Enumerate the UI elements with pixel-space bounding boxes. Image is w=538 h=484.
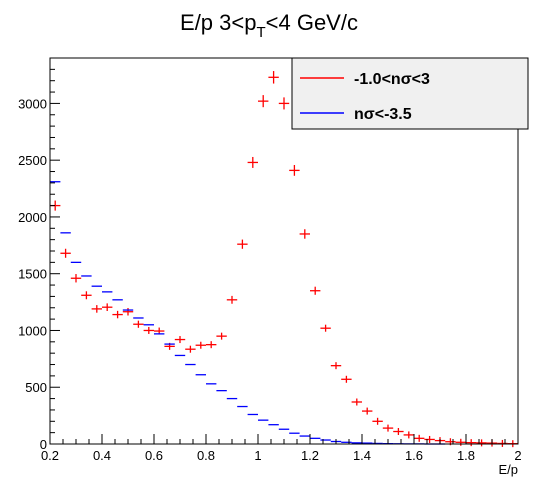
data-point-red xyxy=(247,156,258,168)
x-tick-label: 0.6 xyxy=(145,448,163,463)
data-point-red xyxy=(299,229,310,239)
data-point-red xyxy=(81,291,92,300)
data-point-red xyxy=(382,424,394,432)
x-tick-label: 2 xyxy=(514,448,521,463)
data-point-red xyxy=(195,341,206,349)
y-tick-label: 0 xyxy=(40,437,47,452)
data-point-red xyxy=(278,97,290,110)
data-point-red xyxy=(330,362,342,370)
x-tick-label: 1.2 xyxy=(301,448,319,463)
legend: -1.0<nσ<3 nσ<-3.5 xyxy=(291,57,529,130)
data-point-red xyxy=(497,439,508,447)
data-point-red xyxy=(216,332,227,340)
data-point-red xyxy=(122,307,134,316)
data-point-red xyxy=(341,375,352,383)
series-1 xyxy=(50,181,446,445)
data-point-red xyxy=(414,434,425,442)
data-point-red xyxy=(70,274,82,283)
data-point-red xyxy=(226,295,238,304)
data-point-red xyxy=(476,439,487,447)
data-point-red xyxy=(206,341,217,349)
data-point-red xyxy=(174,336,186,344)
y-tick-label: 2000 xyxy=(18,210,47,225)
chart-title-tail: <4 GeV/c xyxy=(265,10,358,35)
data-point-red xyxy=(310,286,321,295)
data-point-red xyxy=(268,71,279,84)
data-point-red xyxy=(143,326,154,334)
chart-title: E/p 3<pT<4 GeV/c xyxy=(0,10,538,41)
y-tick-label: 1500 xyxy=(18,267,47,282)
data-point-red xyxy=(133,320,144,328)
x-tick-label: 1.8 xyxy=(457,448,475,463)
data-point-red xyxy=(424,435,435,443)
legend-box xyxy=(291,57,529,130)
x-axis-label: E/p xyxy=(498,462,518,477)
data-point-red xyxy=(237,239,248,249)
legend-label-red: -1.0<nσ<3 xyxy=(354,71,430,88)
data-point-red xyxy=(102,303,113,312)
data-point-red xyxy=(320,324,331,332)
data-point-red xyxy=(289,164,300,176)
data-point-red xyxy=(455,438,466,446)
x-tick-label: 0.2 xyxy=(41,448,59,463)
chart-title-main: E/p 3<p xyxy=(180,10,257,35)
axes: 0 500 1000 1500 2000 2500 3000 0.2 0.4 0.6 0.8 1 1.2… xyxy=(18,68,522,463)
y-tick-label: 1000 xyxy=(18,323,47,338)
x-tick-label: 0.4 xyxy=(93,448,111,463)
y-tick-label: 3000 xyxy=(18,96,47,111)
data-point-red xyxy=(91,305,102,313)
data-point-red xyxy=(393,428,404,436)
data-point-red xyxy=(60,248,71,258)
y-tick-label: 2500 xyxy=(18,153,47,168)
x-tick-label: 1.6 xyxy=(405,448,423,463)
data-marks xyxy=(50,71,518,448)
data-point-red xyxy=(258,95,269,108)
legend-label-blue: nσ<-3.5 xyxy=(354,106,412,123)
data-point-red xyxy=(403,431,414,439)
x-tick-label: 1 xyxy=(254,448,261,463)
data-point-red xyxy=(351,398,362,406)
data-point-red xyxy=(112,310,123,319)
data-point-red xyxy=(372,417,383,425)
x-tick-label: 0.8 xyxy=(197,448,215,463)
data-point-red xyxy=(466,439,477,447)
x-tick-label: 1.4 xyxy=(353,448,371,463)
data-point-red xyxy=(185,345,196,353)
y-tick-label: 500 xyxy=(25,380,47,395)
data-point-red xyxy=(362,407,373,415)
chart-title-subscript: T xyxy=(256,24,266,41)
